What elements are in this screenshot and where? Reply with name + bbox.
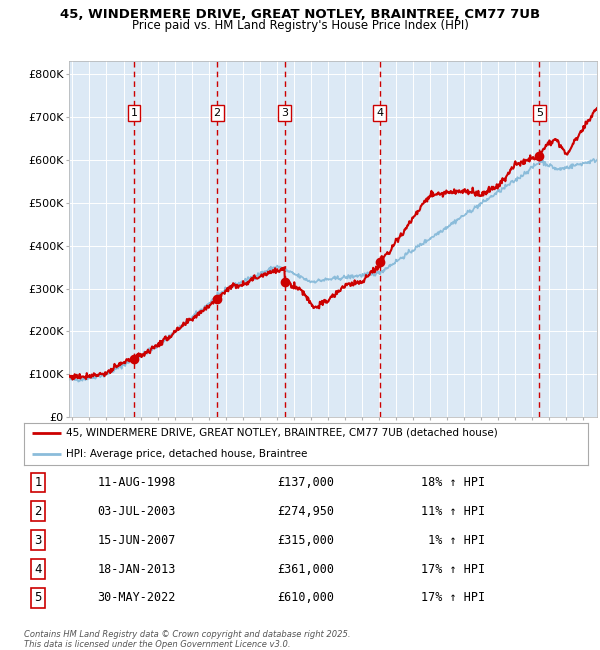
Text: 3: 3 (281, 108, 288, 118)
Text: Price paid vs. HM Land Registry's House Price Index (HPI): Price paid vs. HM Land Registry's House … (131, 20, 469, 32)
Text: 17% ↑ HPI: 17% ↑ HPI (421, 592, 485, 604)
Text: 4: 4 (376, 108, 383, 118)
Text: 45, WINDERMERE DRIVE, GREAT NOTLEY, BRAINTREE, CM77 7UB: 45, WINDERMERE DRIVE, GREAT NOTLEY, BRAI… (60, 8, 540, 21)
Text: 4: 4 (34, 562, 42, 575)
Text: £610,000: £610,000 (277, 592, 335, 604)
Text: 30-MAY-2022: 30-MAY-2022 (98, 592, 176, 604)
Text: 5: 5 (536, 108, 543, 118)
Text: £274,950: £274,950 (277, 505, 335, 518)
Text: £137,000: £137,000 (277, 476, 335, 489)
Text: £361,000: £361,000 (277, 562, 335, 575)
Text: 15-JUN-2007: 15-JUN-2007 (98, 534, 176, 547)
Text: 3: 3 (34, 534, 42, 547)
Text: 1% ↑ HPI: 1% ↑ HPI (421, 534, 485, 547)
Text: 11-AUG-1998: 11-AUG-1998 (98, 476, 176, 489)
Text: 1: 1 (34, 476, 42, 489)
Text: 11% ↑ HPI: 11% ↑ HPI (421, 505, 485, 518)
Text: 17% ↑ HPI: 17% ↑ HPI (421, 562, 485, 575)
Text: 18-JAN-2013: 18-JAN-2013 (98, 562, 176, 575)
Text: 03-JUL-2003: 03-JUL-2003 (98, 505, 176, 518)
Text: £315,000: £315,000 (277, 534, 335, 547)
Text: 18% ↑ HPI: 18% ↑ HPI (421, 476, 485, 489)
Text: 1: 1 (130, 108, 137, 118)
Text: Contains HM Land Registry data © Crown copyright and database right 2025.
This d: Contains HM Land Registry data © Crown c… (24, 630, 350, 649)
Text: 5: 5 (34, 592, 42, 604)
Text: 45, WINDERMERE DRIVE, GREAT NOTLEY, BRAINTREE, CM77 7UB (detached house): 45, WINDERMERE DRIVE, GREAT NOTLEY, BRAI… (66, 428, 498, 437)
Text: 2: 2 (214, 108, 221, 118)
Text: 2: 2 (34, 505, 42, 518)
Text: HPI: Average price, detached house, Braintree: HPI: Average price, detached house, Brai… (66, 449, 308, 459)
